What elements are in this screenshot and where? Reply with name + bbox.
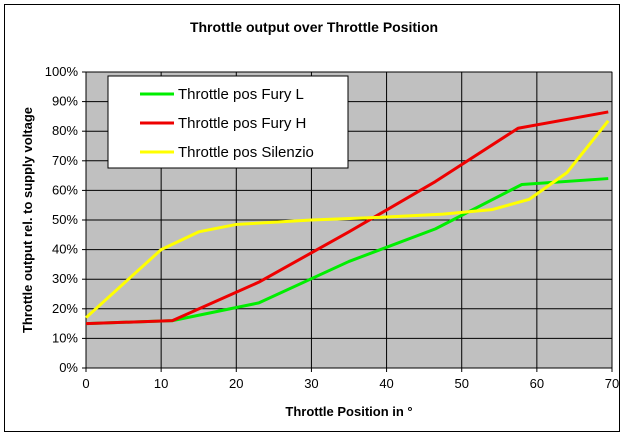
series-layer bbox=[84, 110, 610, 326]
y-axis-label: Throttle output rel. to supply voltage bbox=[20, 107, 35, 333]
x-tick-label: 50 bbox=[454, 376, 468, 391]
y-tick-label: 10% bbox=[52, 330, 78, 345]
series-line-throttle-pos-silenzio bbox=[84, 119, 610, 319]
x-tick-label: 20 bbox=[229, 376, 243, 391]
y-tick-labels: 0% 10% 20% 30% 40% 50% 60% 70% 80% 90% 100% bbox=[45, 64, 86, 375]
y-tick-label: 40% bbox=[52, 242, 78, 257]
x-tick-label: 40 bbox=[379, 376, 393, 391]
legend-label: Throttle pos Fury L bbox=[178, 86, 304, 103]
x-tick-label: 30 bbox=[304, 376, 318, 391]
y-tick-label: 20% bbox=[52, 301, 78, 316]
y-tick-label: 60% bbox=[52, 182, 78, 197]
y-tick-label: 50% bbox=[52, 212, 78, 227]
y-tick-label: 100% bbox=[45, 64, 79, 79]
y-tick-label: 70% bbox=[52, 153, 78, 168]
y-tick-label: 0% bbox=[59, 360, 78, 375]
y-tick-label: 80% bbox=[52, 123, 78, 138]
series-line-throttle-pos-fury-h bbox=[85, 110, 609, 326]
chart-title: Throttle output over Throttle Position bbox=[190, 19, 438, 35]
x-tick-labels: 0 10 20 30 40 50 60 70 bbox=[82, 368, 619, 391]
legend: Throttle pos Fury L Throttle pos Fury H Th… bbox=[107, 75, 349, 169]
x-tick-label: 60 bbox=[530, 376, 544, 391]
x-axis-label: Throttle Position in ° bbox=[285, 404, 412, 419]
y-tick-label: 90% bbox=[52, 94, 78, 109]
x-tick-label: 0 bbox=[82, 376, 89, 391]
y-tick-label: 30% bbox=[52, 271, 78, 286]
legend-label: Throttle pos Fury H bbox=[178, 115, 306, 132]
legend-label: Throttle pos Silenzio bbox=[178, 144, 314, 161]
x-tick-label: 10 bbox=[154, 376, 168, 391]
x-tick-label: 70 bbox=[605, 376, 619, 391]
